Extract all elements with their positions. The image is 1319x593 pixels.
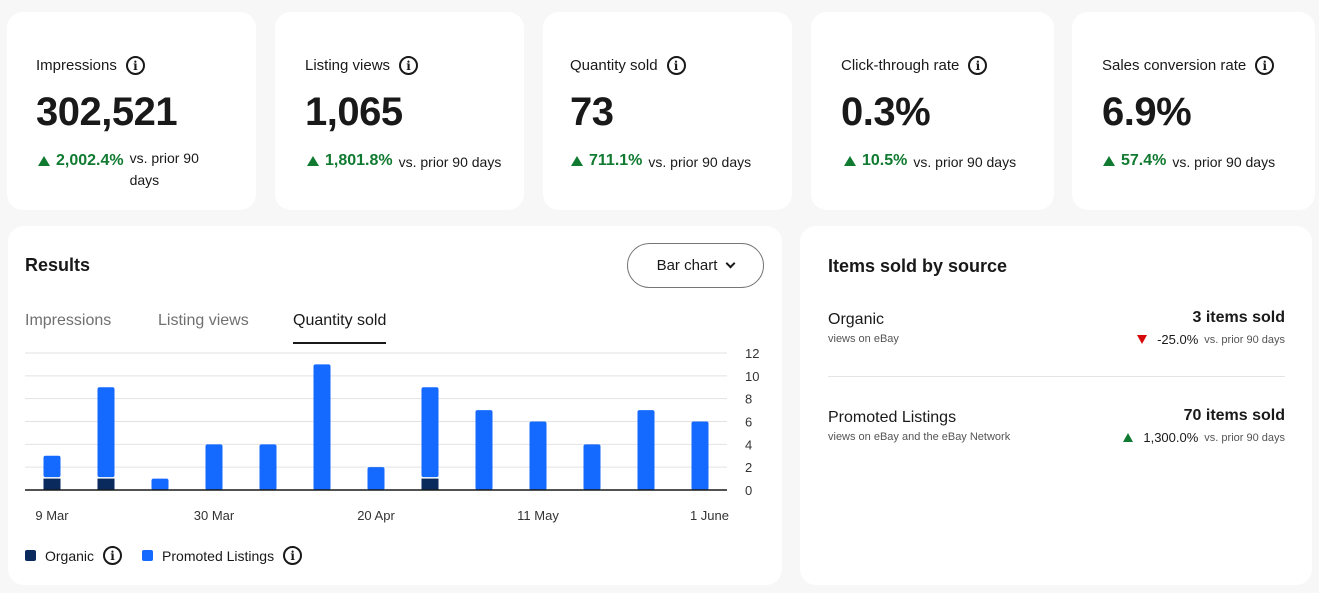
y-tick-label: 12 (745, 346, 759, 361)
bar-promoted-2[interactable] (151, 478, 169, 490)
bar-promoted-4[interactable] (259, 444, 277, 490)
bar-promoted-8[interactable] (475, 410, 493, 490)
info-icon[interactable]: i (666, 56, 686, 75)
kpi-card-impressions: Impressions i 302,521 2,002.4% vs. prior… (7, 12, 256, 210)
kpi-card-sales-conversion-rate: Sales conversion rate i 6.9% 57.4% vs. p… (1072, 12, 1315, 210)
arrow-up-icon (307, 156, 319, 166)
kpi-value: 73 (570, 90, 614, 134)
arrow-up-icon (38, 156, 50, 166)
kpi-vs: vs. prior 90 days (1172, 154, 1276, 170)
kpi-change: 10.5% (862, 152, 908, 169)
arrow-up-icon (844, 156, 856, 166)
kpi-label: Click-through rate (841, 57, 960, 74)
kpi-card-listing-views: Listing views i 1,065 1,801.8% vs. prior… (275, 12, 524, 210)
arrow-down-icon (1137, 335, 1148, 344)
kpi-change: 711.1% (589, 152, 643, 169)
tab-quantity-sold[interactable]: Quantity sold (293, 312, 387, 344)
bar-promoted-7[interactable] (421, 387, 439, 478)
kpi-value: 302,521 (36, 90, 178, 134)
x-tick-label: 20 Apr (357, 508, 395, 523)
chart-legend: Organic i Promoted Listings i (25, 546, 314, 565)
bar-promoted-1[interactable] (97, 387, 115, 478)
kpi-value: 1,065 (305, 90, 403, 134)
kpi-value: 0.3% (841, 90, 931, 134)
y-tick-label: 6 (745, 415, 752, 430)
arrow-up-icon (571, 156, 583, 166)
legend-label-organic: Organic (45, 547, 95, 564)
x-tick-label: 30 Mar (194, 508, 235, 523)
kpi-change: 2,002.4% (56, 152, 124, 169)
arrow-up-icon (1103, 156, 1115, 166)
bar-organic-0[interactable] (43, 478, 61, 490)
kpi-card-click-through-rate: Click-through rate i 0.3% 10.5% vs. prio… (811, 12, 1054, 210)
source-vs: vs. prior 90 days (1204, 333, 1285, 346)
bar-promoted-12[interactable] (691, 421, 709, 491)
bar-organic-7[interactable] (421, 478, 439, 490)
kpi-change: 1,801.8% (325, 152, 393, 169)
kpi-label: Sales conversion rate (1102, 57, 1247, 74)
source-desc: views on eBay (828, 333, 899, 345)
source-title: Items sold by source (828, 256, 1008, 276)
source-name: Promoted Listings (828, 409, 957, 426)
kpi-vs: vs. prior 90 days (648, 154, 752, 170)
results-card: Results Bar chart Impressions Listing vi… (8, 226, 782, 585)
source-vs: vs. prior 90 days (1204, 431, 1285, 444)
source-change: 1,300.0% (1143, 430, 1199, 445)
kpi-vs: vs. prior 90 days (129, 150, 199, 188)
source-name: Organic (828, 311, 885, 328)
kpi-label: Listing views (305, 57, 391, 74)
legend-swatch-organic (25, 550, 36, 561)
kpi-vs: vs. prior 90 days (913, 154, 1017, 170)
kpi-change: 57.4% (1121, 152, 1167, 169)
bar-promoted-10[interactable] (583, 444, 601, 490)
tab-listing-views[interactable]: Listing views (158, 312, 249, 329)
y-tick-label: 2 (745, 460, 752, 475)
bar-promoted-5[interactable] (313, 364, 331, 490)
results-bar-chart: 0 2 4 6 8 10 12 9 Mar 30 Mar 20 Apr 11 May 1 June (25, 346, 759, 523)
results-title: Results (25, 255, 91, 275)
info-icon[interactable]: i (968, 56, 988, 75)
info-icon[interactable]: i (1255, 56, 1275, 75)
kpi-label: Quantity sold (570, 57, 658, 74)
divider (828, 376, 1285, 377)
bar-promoted-0[interactable] (43, 455, 61, 478)
x-tick-label: 11 May (517, 508, 559, 523)
arrow-up-icon (1123, 433, 1134, 442)
legend-swatch-promoted (142, 550, 154, 561)
source-change: -25.0% (1157, 332, 1199, 347)
source-desc: views on eBay and the eBay Network (828, 431, 1011, 443)
source-items-sold: 70 items sold (1183, 407, 1285, 424)
source-items-sold: 3 items sold (1192, 309, 1285, 326)
legend-label-promoted: Promoted Listings (162, 547, 275, 564)
y-tick-label: 0 (745, 483, 752, 498)
y-tick-label: 4 (745, 437, 752, 452)
y-tick-label: 8 (745, 392, 752, 407)
chart-type-label: Bar chart (656, 257, 718, 274)
bar-promoted-11[interactable] (637, 410, 655, 490)
source-row-promoted: Promoted Listings views on eBay and the … (828, 407, 1285, 449)
x-tick-label: 1 June (690, 508, 729, 523)
kpi-label: Impressions (36, 57, 117, 74)
info-icon[interactable]: i (283, 546, 303, 565)
items-sold-by-source-card: Items sold by source Organic views on eB… (800, 226, 1312, 585)
kpi-card-quantity-sold: Quantity sold i 73 711.1% vs. prior 90 d… (543, 12, 792, 210)
info-icon[interactable]: i (125, 56, 145, 75)
chevron-down-icon (725, 258, 736, 269)
info-icon[interactable]: i (103, 546, 123, 565)
tab-impressions[interactable]: Impressions (25, 312, 112, 329)
y-tick-label: 10 (745, 369, 759, 384)
bar-promoted-9[interactable] (529, 421, 547, 491)
info-icon[interactable]: i (399, 56, 419, 75)
bar-promoted-6[interactable] (367, 467, 385, 490)
x-tick-label: 9 Mar (35, 508, 69, 523)
source-row-organic: Organic views on eBay 3 items sold -25.0… (828, 309, 1285, 351)
kpi-vs: vs. prior 90 days (398, 154, 502, 170)
kpi-value: 6.9% (1102, 90, 1192, 134)
bar-promoted-3[interactable] (205, 444, 223, 490)
bar-organic-1[interactable] (97, 478, 115, 490)
chart-type-dropdown[interactable]: Bar chart (627, 243, 764, 288)
